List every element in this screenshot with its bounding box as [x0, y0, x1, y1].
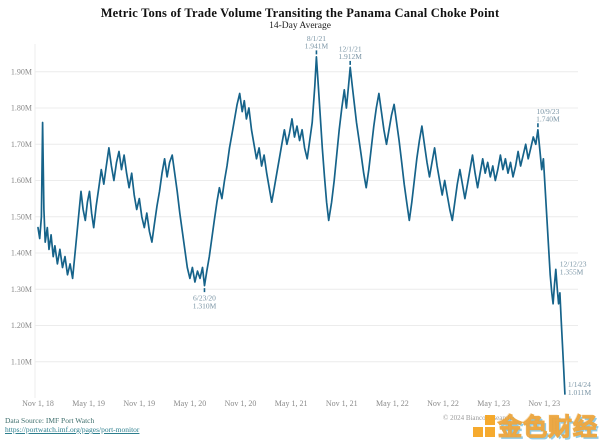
annotation-marker — [315, 50, 318, 55]
annotation-value: 1.310M — [193, 302, 217, 311]
data-source-label: Data Source: IMF Port Watch — [5, 416, 95, 425]
x-tick-label: Nov 1, 20 — [225, 399, 257, 408]
y-tick-label: 1.30M — [11, 285, 32, 294]
annotation-marker — [537, 123, 539, 128]
y-tick-label: 1.40M — [11, 249, 32, 258]
y-tick-label: 1.90M — [11, 67, 32, 76]
annotation-value: 1.912M — [338, 52, 362, 61]
x-tick-label: Nov 1, 18 — [22, 399, 54, 408]
x-tick-label: Nov 1, 22 — [427, 399, 459, 408]
y-tick-label: 1.70M — [11, 140, 32, 149]
annotation-value: 1.941M — [305, 41, 329, 50]
annotation-value: 1.740M — [536, 114, 560, 123]
trade-volume-line — [37, 56, 566, 395]
x-tick-label: Nov 1, 23 — [528, 399, 560, 408]
y-tick-label: 1.20M — [11, 321, 32, 330]
x-tick-label: May 1, 23 — [477, 399, 510, 408]
chart-subtitle: 14-Day Average — [269, 21, 331, 31]
annotation-marker — [203, 288, 206, 293]
x-tick-label: May 1, 21 — [275, 399, 308, 408]
annotation-value: 1.355M — [560, 267, 584, 276]
annotation-date: 1/14/24 — [568, 380, 591, 389]
copyright-text: © 2024 BiancoResearch — [443, 414, 512, 422]
x-tick-label: Nov 1, 19 — [123, 399, 155, 408]
y-tick-label: 1.80M — [11, 104, 32, 113]
x-tick-label: May 1, 20 — [174, 399, 207, 408]
x-tick-label: May 1, 19 — [72, 399, 105, 408]
annotation-date: 6/23/20 — [193, 294, 216, 303]
chart-title: Metric Tons of Trade Volume Transiting t… — [100, 6, 500, 20]
data-source-link[interactable]: https://portwatch.imf.org/pages/port-mon… — [5, 425, 140, 434]
annotation-marker — [349, 60, 351, 65]
y-tick-label: 1.60M — [11, 176, 32, 185]
annotation-date: 8/1/21 — [307, 34, 326, 43]
y-tick-label: 1.50M — [11, 212, 32, 221]
x-tick-label: Nov 1, 21 — [326, 399, 358, 408]
y-tick-label: 1.10M — [11, 357, 32, 366]
annotation-date: 12/1/21 — [339, 44, 362, 53]
annotation-value: 1.011M — [568, 388, 592, 397]
x-tick-label: May 1, 22 — [376, 399, 409, 408]
annotation-date: 10/9/23 — [536, 107, 559, 116]
annotation-date: 12/12/23 — [560, 259, 587, 268]
